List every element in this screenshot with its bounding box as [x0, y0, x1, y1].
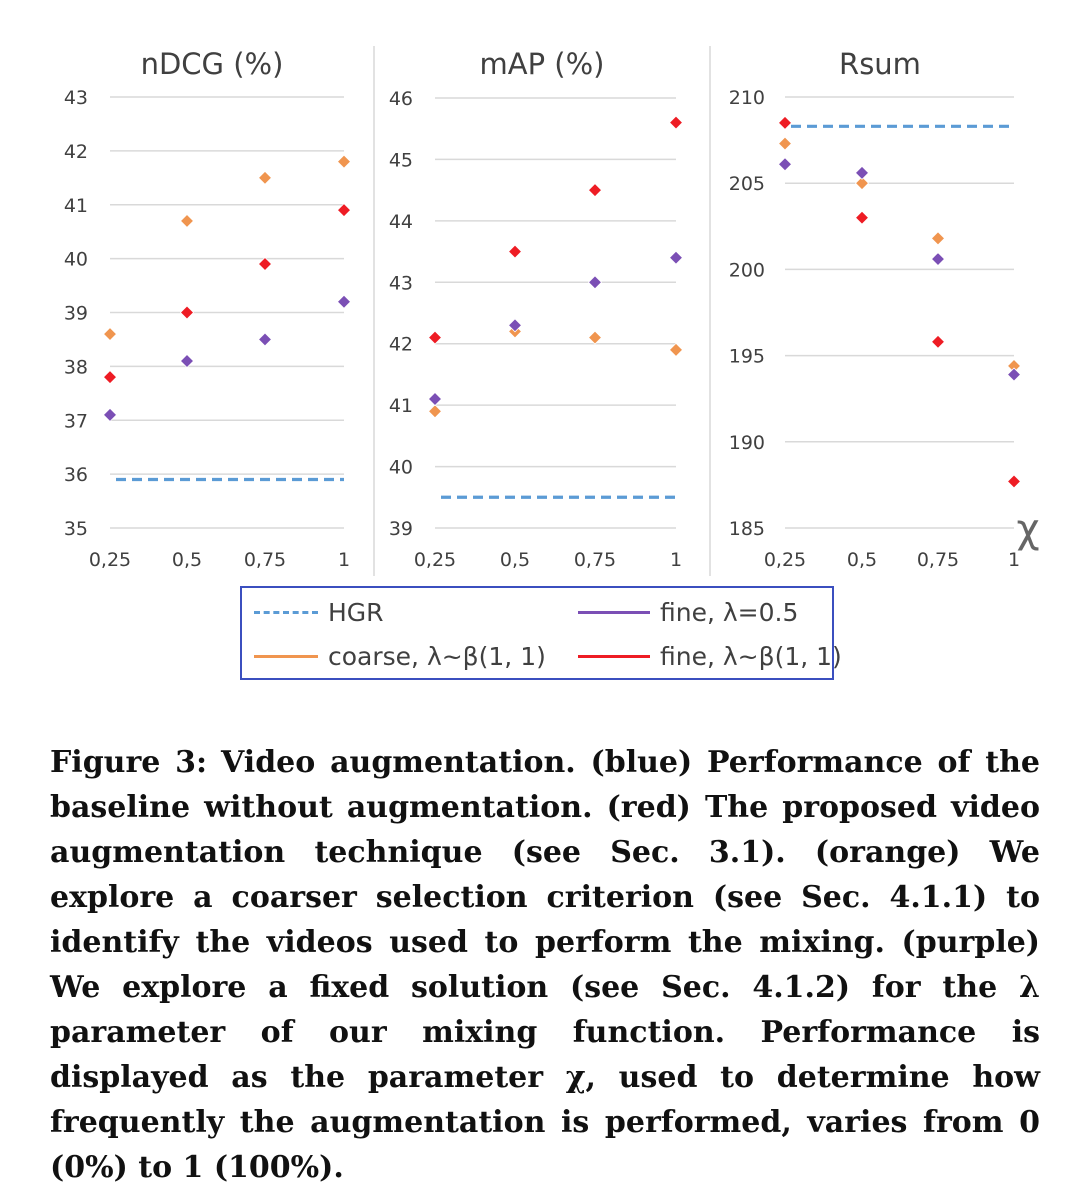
caption-text: Video augmentation. (blue) Performance o…	[50, 745, 1041, 1185]
chart-title: mAP (%)	[480, 47, 605, 81]
point-fine-beta	[336, 203, 352, 218]
legend: HGR fine, λ=0.5 coarse, λ~β(1, 1) fine, …	[240, 586, 842, 680]
point-fine-beta	[427, 330, 443, 345]
legend-swatch-fine-fixed	[578, 610, 650, 614]
y-tick-label: 39	[389, 518, 413, 540]
point-coarse	[930, 231, 946, 246]
x-tick-label: 1	[670, 549, 682, 571]
legend-label-fine-beta: fine, λ~β(1, 1)	[660, 641, 842, 671]
point-fine-fixed	[854, 165, 870, 180]
point-fine-fixed	[668, 250, 684, 265]
legend-item-hgr: HGR	[254, 590, 384, 634]
point-fine-fixed	[930, 251, 946, 267]
point-fine-fixed	[427, 391, 443, 407]
x-tick-label: 0,5	[847, 549, 877, 571]
point-fine-fixed	[777, 157, 793, 172]
y-tick-label: 44	[389, 211, 413, 233]
point-fine-beta	[777, 115, 793, 130]
point-fine-beta	[1006, 474, 1022, 489]
legend-label-fine-fixed: fine, λ=0.5	[660, 597, 799, 627]
y-tick-label: 40	[389, 457, 413, 479]
legend-swatch-fine-beta	[578, 654, 650, 658]
y-tick-label: 42	[389, 334, 413, 356]
legend-item-fine-beta: fine, λ~β(1, 1)	[578, 634, 842, 678]
y-tick-label: 43	[389, 272, 413, 294]
x-tick-label: 0,25	[764, 549, 806, 571]
point-fine-beta	[668, 115, 684, 130]
point-coarse	[257, 170, 273, 185]
x-tick-label: 0,75	[244, 549, 286, 571]
point-fine-beta	[854, 210, 870, 225]
point-fine-fixed	[102, 407, 118, 422]
y-tick-label: 43	[64, 87, 88, 109]
x-tick-label: 0,5	[500, 549, 530, 571]
point-fine-fixed	[257, 332, 273, 347]
point-coarse	[336, 154, 352, 169]
point-coarse	[587, 330, 603, 345]
point-fine-beta	[179, 305, 195, 320]
x-tick-label: 0,5	[172, 549, 202, 571]
point-fine-fixed	[507, 318, 523, 333]
point-coarse	[668, 342, 684, 357]
x-tick-label: 1	[338, 549, 350, 571]
x-tick-label: 0,75	[917, 549, 959, 571]
legend-item-fine-fixed: fine, λ=0.5	[578, 590, 798, 634]
point-fine-fixed	[1006, 367, 1022, 382]
x-tick-label: 1	[1008, 549, 1020, 571]
point-coarse	[777, 136, 793, 151]
legend-swatch-coarse	[254, 654, 318, 658]
y-tick-label: 195	[729, 346, 765, 368]
point-coarse	[854, 176, 870, 191]
chart-title: Rsum	[839, 47, 921, 81]
y-tick-label: 46	[389, 88, 413, 110]
point-coarse	[102, 326, 118, 342]
point-fine-fixed	[336, 294, 352, 309]
y-tick-label: 185	[729, 518, 765, 540]
legend-label-coarse: coarse, λ~β(1, 1)	[328, 641, 546, 671]
y-tick-label: 205	[729, 173, 765, 195]
legend-item-coarse: coarse, λ~β(1, 1)	[254, 634, 546, 678]
y-tick-label: 36	[64, 464, 88, 486]
legend-swatch-hgr	[254, 610, 318, 614]
y-tick-label: 41	[64, 195, 88, 217]
y-tick-label: 38	[64, 356, 88, 378]
point-fine-beta	[102, 370, 118, 385]
x-tick-label: 0,25	[414, 549, 456, 571]
point-fine-beta	[587, 183, 603, 198]
y-tick-label: 200	[729, 259, 765, 281]
x-tick-label: 0,75	[574, 549, 616, 571]
y-tick-label: 45	[389, 149, 413, 171]
point-fine-fixed	[587, 275, 603, 290]
y-tick-label: 41	[389, 395, 413, 417]
y-tick-label: 210	[729, 87, 765, 109]
caption-label: Figure 3:	[50, 745, 208, 780]
point-coarse	[179, 213, 195, 228]
legend-label-hgr: HGR	[328, 597, 384, 627]
point-fine-beta	[507, 244, 523, 259]
y-tick-label: 39	[64, 303, 88, 325]
x-axis-label: χ	[1016, 506, 1039, 552]
y-tick-label: 37	[64, 410, 88, 432]
point-fine-beta	[930, 334, 946, 349]
chart-title: nDCG (%)	[141, 47, 284, 81]
y-tick-label: 40	[64, 249, 88, 271]
x-tick-label: 0,25	[89, 549, 131, 571]
y-tick-label: 190	[729, 432, 765, 454]
figure-caption: Figure 3: Video augmentation. (blue) Per…	[50, 740, 1040, 1190]
y-tick-label: 35	[64, 518, 88, 540]
point-coarse	[427, 404, 443, 419]
y-tick-label: 42	[64, 141, 88, 163]
point-fine-fixed	[179, 353, 195, 369]
point-fine-beta	[257, 256, 273, 272]
